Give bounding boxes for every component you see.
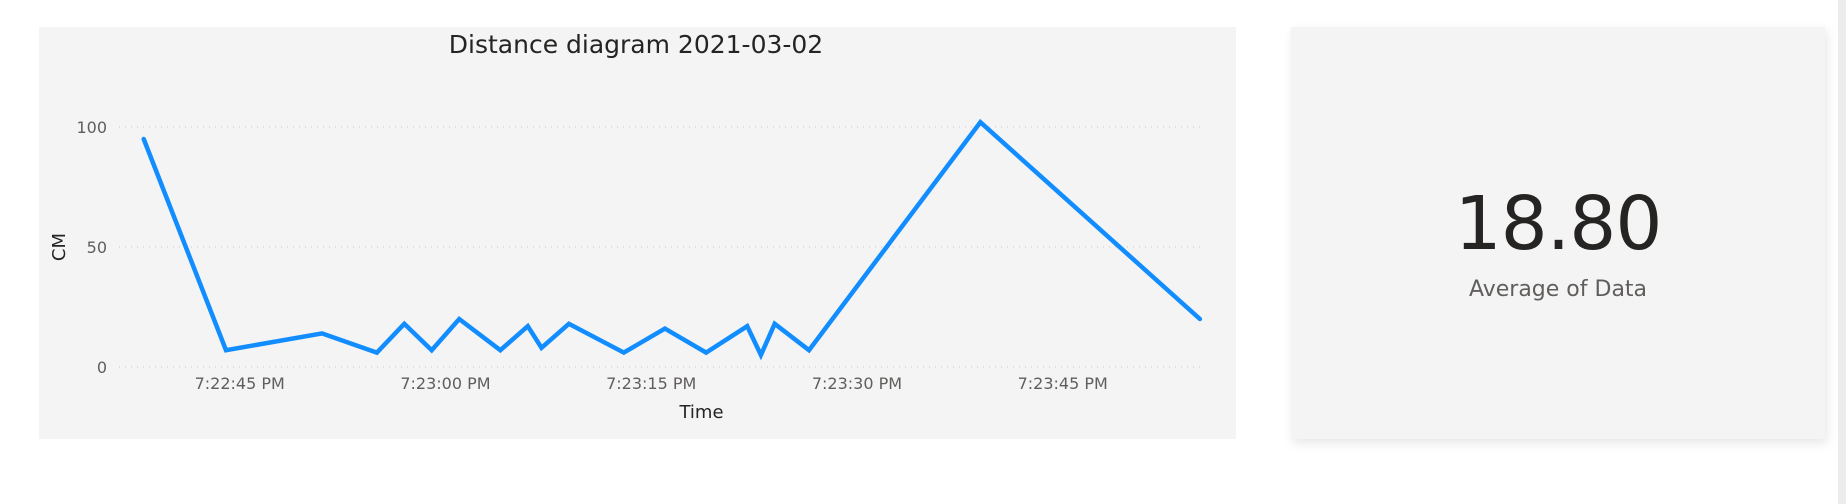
y-tick-label: 100 — [76, 118, 107, 137]
x-tick-label: 7:23:45 PM — [1018, 374, 1108, 393]
y-axis-title: CM — [49, 233, 70, 261]
y-axis-ticks: 0 50 100 — [76, 118, 107, 377]
y-tick-label: 0 — [97, 358, 107, 377]
kpi-value: 18.80 — [1454, 181, 1663, 267]
x-axis-ticks: 7:22:45 PM 7:23:00 PM 7:23:15 PM 7:23:30 PM… — [195, 374, 1108, 393]
x-axis-title: Time — [678, 402, 723, 423]
x-tick-label: 7:22:45 PM — [195, 374, 285, 393]
kpi-card: 18.80 Average of Data — [1291, 27, 1825, 439]
x-tick-label: 7:23:15 PM — [606, 374, 696, 393]
gridlines — [119, 126, 1204, 368]
y-tick-label: 50 — [87, 238, 107, 257]
x-tick-label: 7:23:30 PM — [812, 374, 902, 393]
right-edge-strip — [1838, 0, 1846, 504]
series-line — [141, 118, 1203, 361]
chart-title: Distance diagram 2021-03-02 — [449, 30, 823, 59]
x-tick-label: 7:23:00 PM — [400, 374, 490, 393]
line-chart: Distance diagram 2021-03-02 0 50 100 7:22:… — [49, 30, 1204, 423]
series-layer — [141, 118, 1203, 361]
line-chart-card: Distance diagram 2021-03-02 0 50 100 7:22:… — [39, 27, 1236, 439]
kpi-label: Average of Data — [1468, 277, 1648, 302]
